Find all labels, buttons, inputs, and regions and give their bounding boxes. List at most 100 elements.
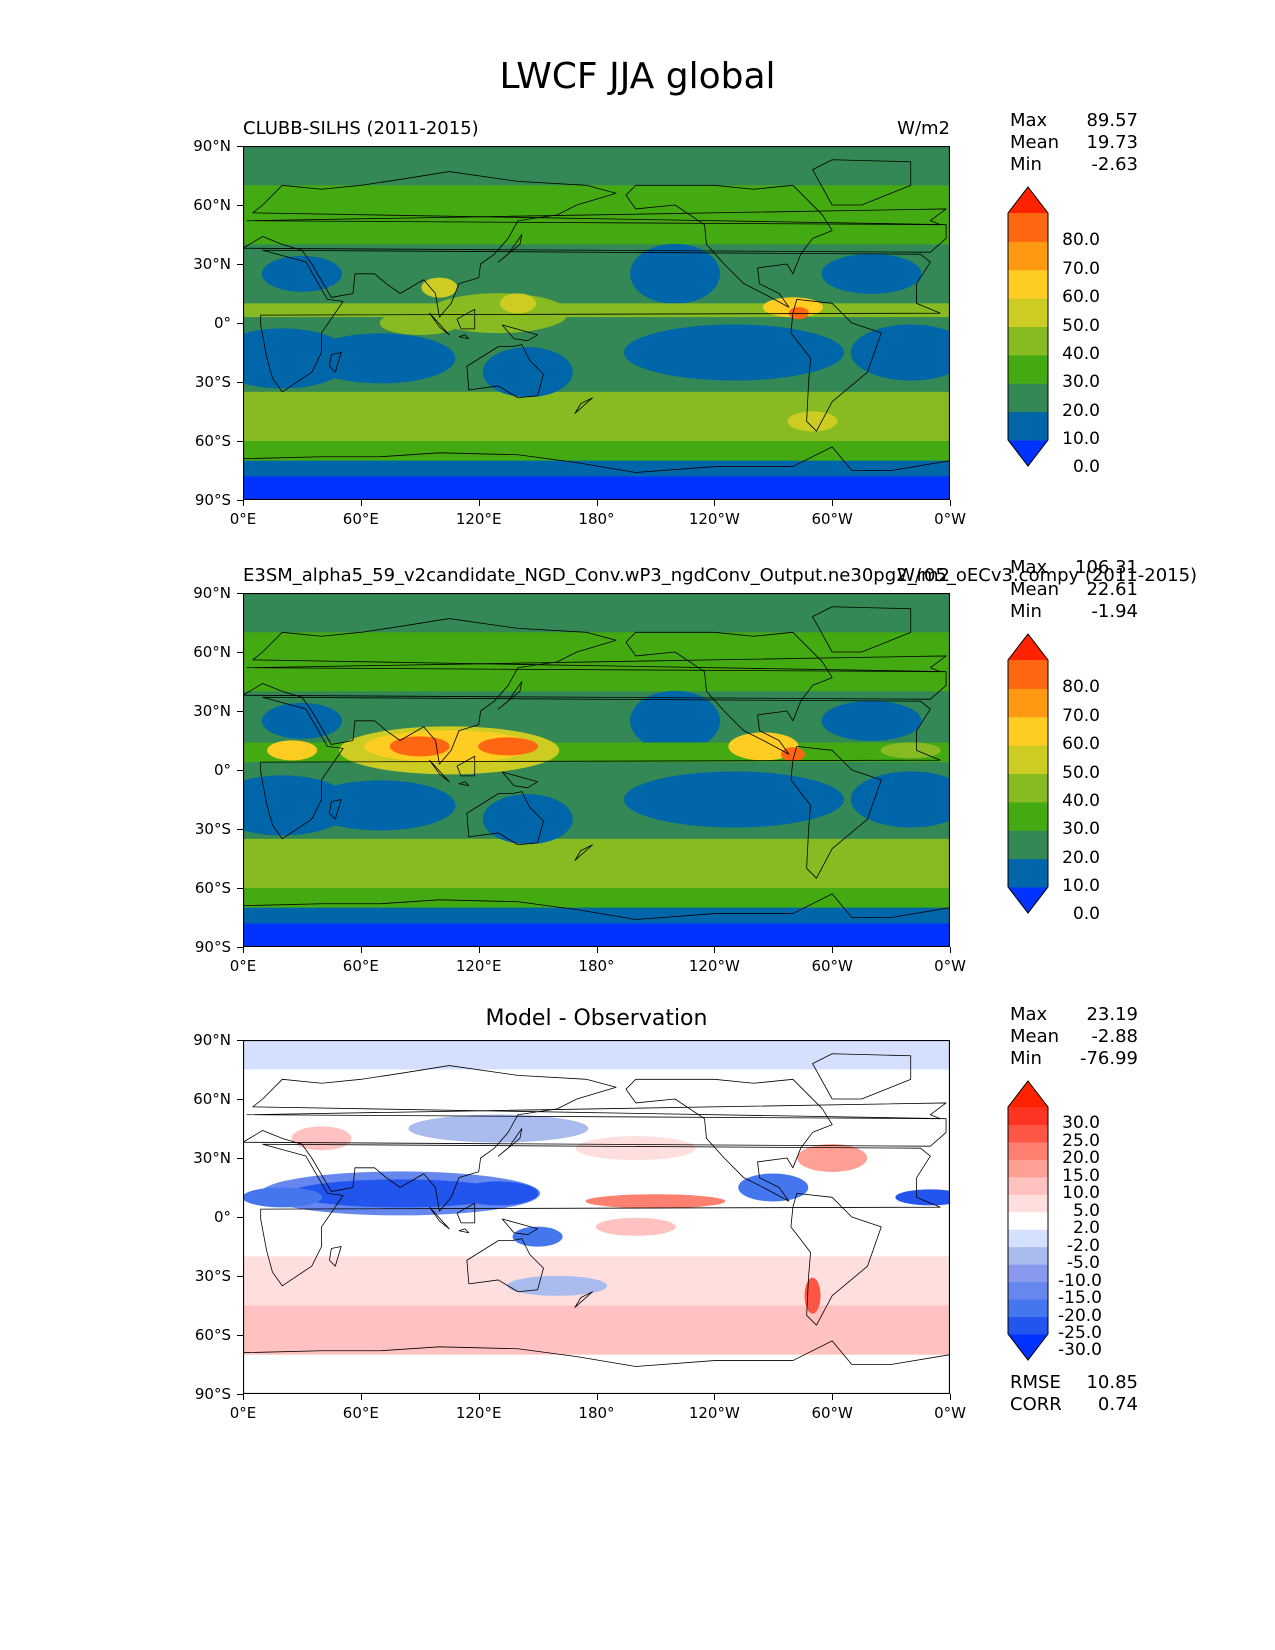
coastlines [243, 606, 950, 947]
metric-label: CORR [1010, 1394, 1062, 1415]
stats-box: Max 89.57 Mean 19.73 Min -2.63 [1010, 110, 1138, 176]
colorbar-label: 20.0 [1062, 400, 1100, 421]
colorbar-label: -20.0 [1058, 1305, 1102, 1326]
stats-row: Mean -2.88 [1010, 1026, 1138, 1048]
lon-tick-mark [714, 947, 716, 953]
colorbar-label: 30.0 [1062, 372, 1100, 393]
stat-value: -76.99 [1079, 1048, 1138, 1069]
colorbar-label: 5.0 [1072, 1200, 1100, 1221]
lon-tick-label: 60°E [342, 1404, 379, 1422]
lat-tick-label: 30°N [193, 702, 231, 720]
coastlines [243, 1053, 950, 1394]
lat-tick-label: 60°N [193, 196, 231, 214]
lat-tick-mark [237, 593, 243, 594]
stat-label: Max [1010, 110, 1048, 131]
metric-value: 0.74 [1097, 1394, 1138, 1415]
lat-tick-label: 60°S [194, 879, 231, 897]
colorbar-label: 0.0 [1072, 904, 1100, 925]
lon-tick-label: 60°W [811, 957, 853, 975]
stat-label: Max [1010, 557, 1048, 578]
lon-tick-mark [360, 500, 362, 506]
lat-tick-label: 0° [213, 1208, 231, 1226]
colorbar-label: 70.0 [1062, 705, 1100, 726]
lon-tick-label: 180° [578, 957, 615, 975]
panel-title-left: E3SM_alpha5_59_v2candidate_NGD_Conv.wP3_… [243, 565, 1198, 586]
metric-label: RMSE [1010, 1372, 1061, 1393]
stat-label: Min [1010, 1048, 1042, 1069]
colorbar-label: -30.0 [1058, 1340, 1102, 1361]
stat-value: -1.94 [1091, 601, 1138, 622]
stat-label: Min [1010, 154, 1042, 175]
lat-tick-mark [237, 1335, 243, 1336]
lat-tick-mark [237, 323, 243, 324]
lon-tick-label: 120°W [688, 957, 740, 975]
lat-tick-mark [237, 205, 243, 206]
lat-tick-label: 30°S [194, 820, 231, 838]
lon-tick-label: 0°E [229, 957, 257, 975]
lat-tick-mark [237, 947, 243, 948]
lat-tick-label: 30°N [193, 255, 231, 273]
stats-box: Max 106.31 Mean 22.61 Min -1.94 [1010, 557, 1138, 623]
lon-tick-mark [478, 1394, 480, 1400]
lat-tick-mark [237, 146, 243, 147]
lat-tick-label: 60°N [193, 1090, 231, 1108]
lat-tick-label: 90°N [193, 584, 231, 602]
stat-label: Mean [1010, 132, 1060, 153]
colorbar-label: 80.0 [1062, 677, 1100, 698]
panel-title-center: Model - Observation [485, 1006, 708, 1031]
colorbar-label: 60.0 [1062, 287, 1100, 308]
panel-units: W/m2 [897, 565, 950, 586]
lon-tick-label: 180° [578, 1404, 615, 1422]
map-plot [243, 146, 950, 500]
lon-tick-label: 120°W [688, 510, 740, 528]
colorbar [1007, 633, 1049, 914]
lon-tick-mark [360, 947, 362, 953]
lat-tick-mark [237, 1276, 243, 1277]
lat-tick-label: 30°N [193, 1149, 231, 1167]
lat-tick-mark [237, 441, 243, 442]
lon-tick-mark [360, 1394, 362, 1400]
colorbar-label: 0.0 [1072, 457, 1100, 478]
lat-tick-label: 60°S [194, 1326, 231, 1344]
lon-tick-label: 120°E [455, 957, 502, 975]
lat-tick-mark [237, 264, 243, 265]
colorbar-label: 50.0 [1062, 762, 1100, 783]
stat-value: 22.61 [1086, 579, 1138, 600]
stats-row: Min -2.63 [1010, 154, 1138, 176]
colorbar-label: 15.0 [1062, 1165, 1100, 1186]
lat-tick-mark [237, 711, 243, 712]
colorbar-label: 10.0 [1062, 876, 1100, 896]
lat-tick-mark [237, 382, 243, 383]
lon-tick-mark [832, 947, 834, 953]
lon-tick-label: 0°W [934, 1404, 966, 1422]
lon-tick-label: 0°E [229, 1404, 257, 1422]
lat-tick-mark [237, 1040, 243, 1041]
lat-tick-label: 30°S [194, 373, 231, 391]
stat-value: -2.88 [1091, 1026, 1138, 1047]
colorbar-label: 40.0 [1062, 790, 1100, 811]
colorbar-label: -5.0 [1066, 1253, 1100, 1274]
colorbar-label: 30.0 [1062, 819, 1100, 840]
colorbar-label: 10.0 [1062, 429, 1100, 449]
colorbar-label: 2.0 [1072, 1218, 1100, 1239]
lon-tick-label: 60°E [342, 957, 379, 975]
lat-tick-mark [237, 888, 243, 889]
stats-row: Max 106.31 [1010, 557, 1138, 579]
lon-tick-mark [478, 500, 480, 506]
colorbar-label: 70.0 [1062, 258, 1100, 279]
stats-row: Max 23.19 [1010, 1004, 1138, 1026]
lon-tick-label: 120°W [688, 1404, 740, 1422]
lon-tick-mark [243, 1394, 244, 1400]
lat-tick-label: 30°S [194, 1267, 231, 1285]
colorbar [1007, 1080, 1049, 1361]
lat-tick-mark [237, 652, 243, 653]
lon-tick-label: 0°W [934, 957, 966, 975]
lon-tick-mark [714, 1394, 716, 1400]
colorbar-label: 60.0 [1062, 734, 1100, 755]
lat-tick-label: 0° [213, 761, 231, 779]
lat-tick-label: 60°N [193, 643, 231, 661]
stats-row: Mean 22.61 [1010, 579, 1138, 601]
lon-tick-mark [596, 1394, 598, 1400]
lon-tick-mark [596, 947, 598, 953]
stat-value: -2.63 [1091, 154, 1138, 175]
